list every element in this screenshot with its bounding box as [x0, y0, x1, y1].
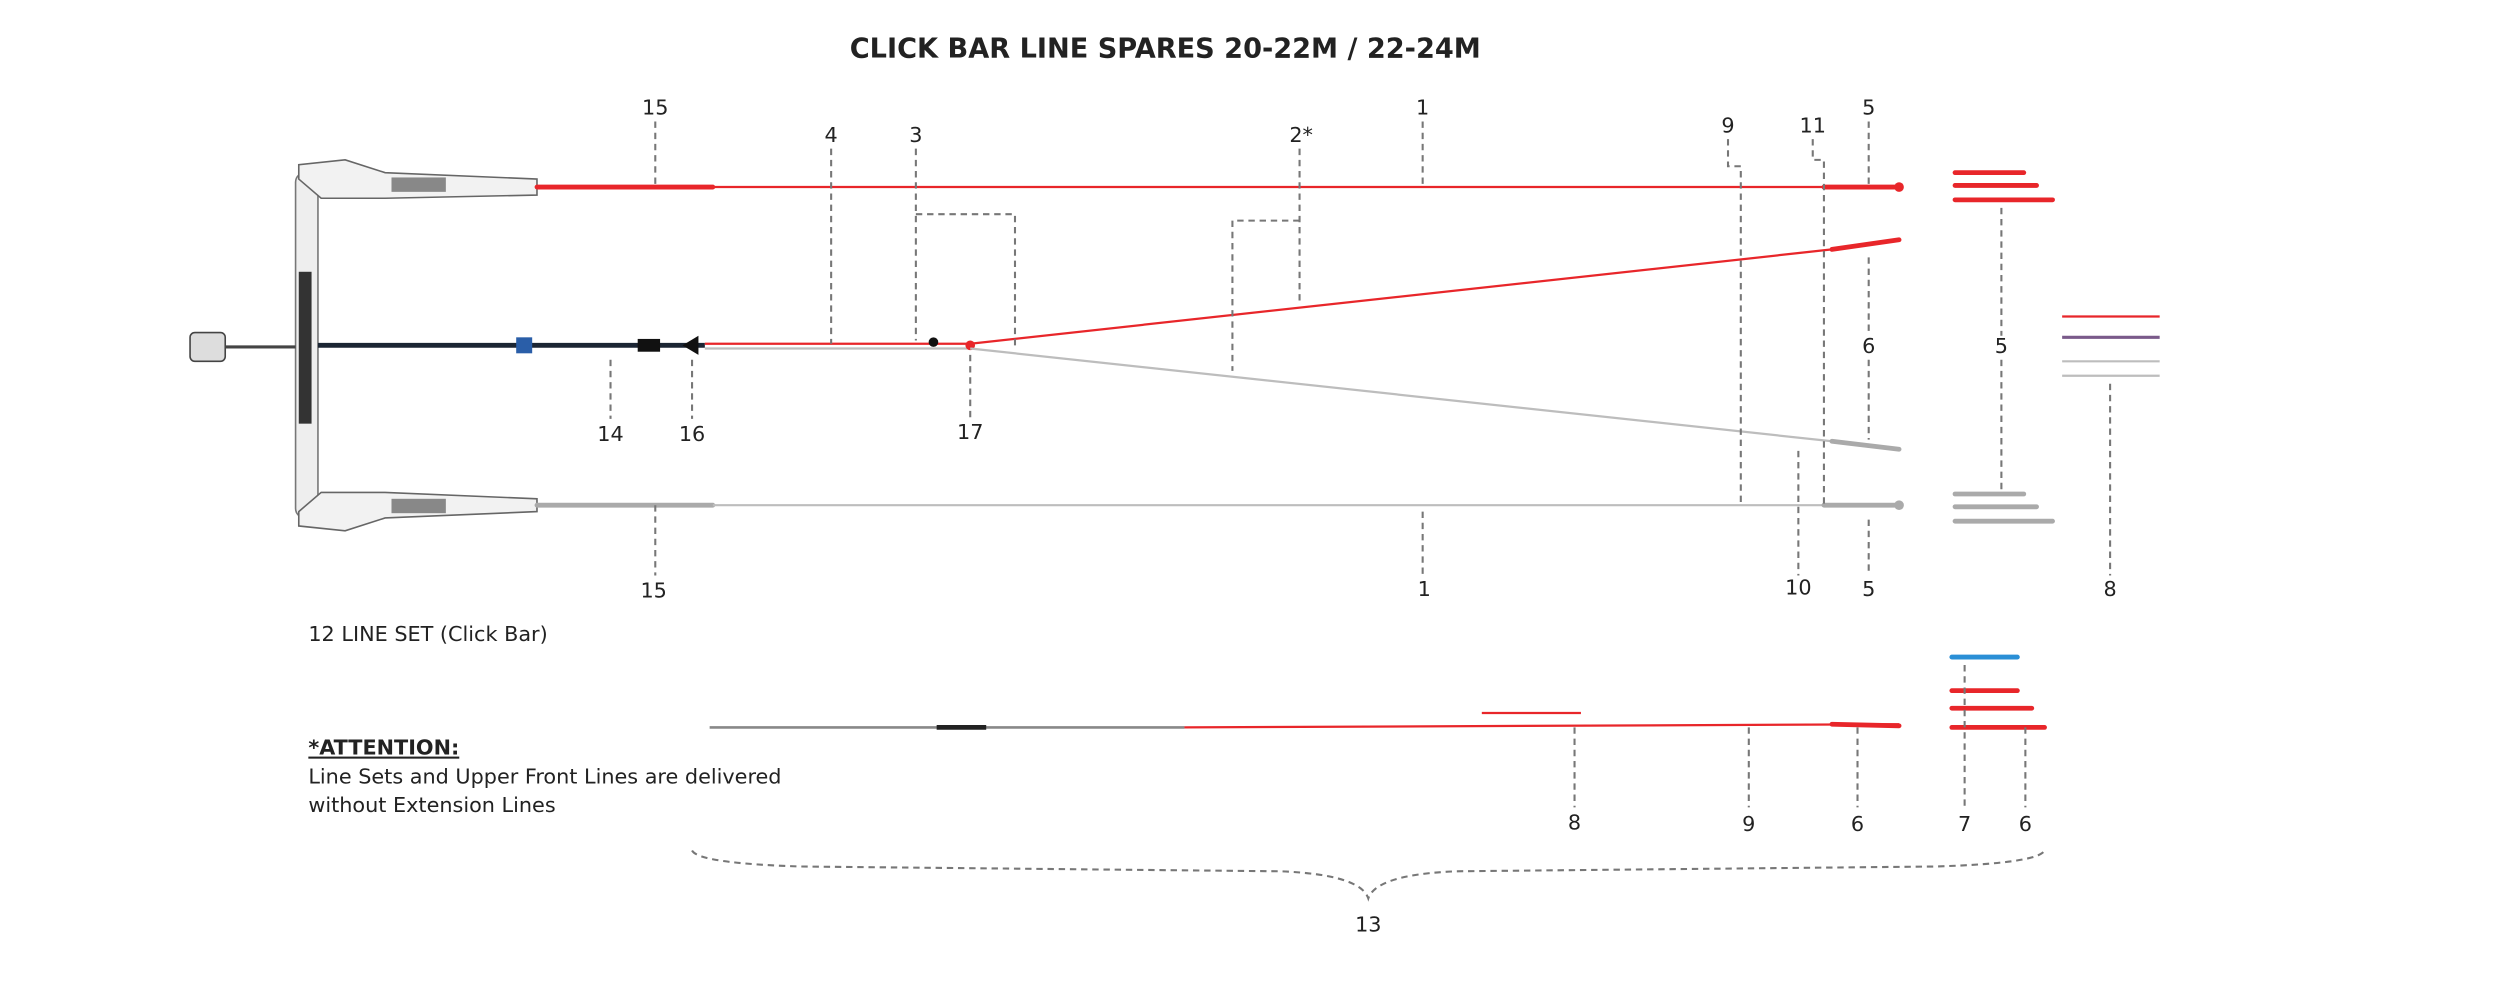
callout-number: 5 — [1862, 96, 1875, 120]
callout-number: 1 — [1418, 577, 1431, 601]
bar-drawing — [189, 121, 2160, 902]
callout-number: 7 — [1958, 812, 1971, 836]
callout-number: 6 — [1862, 334, 1875, 358]
callout-number: 9 — [1742, 812, 1755, 836]
title: CLICK BAR LINE SPARES 20-22M / 22-24M — [850, 34, 1481, 65]
attention-heading: *ATTENTION: — [308, 736, 459, 760]
callout-number: 2* — [1289, 123, 1313, 147]
callout-number: 6 — [2019, 812, 2032, 836]
callout-number: 6 — [1851, 812, 1864, 836]
attention-line: without Extension Lines — [308, 793, 555, 817]
callout-number: 3 — [909, 123, 922, 147]
line-set-label: 12 LINE SET (Click Bar) — [308, 622, 547, 646]
callout-number: 17 — [957, 420, 983, 444]
callout-number: 5 — [1862, 577, 1875, 601]
callout-number: 13 — [1355, 913, 1381, 937]
callout-number: 9 — [1721, 113, 1734, 137]
callout-number: 16 — [679, 422, 705, 446]
callout-number: 5 — [1995, 334, 2008, 358]
callout-number: 14 — [597, 422, 623, 446]
callout-number: 10 — [1785, 575, 1811, 599]
callout-number: 11 — [1800, 113, 1826, 137]
callout-number: 4 — [825, 123, 838, 147]
callout-number: 15 — [642, 96, 668, 120]
callout-number: 15 — [640, 579, 666, 603]
callouts: 15 4 3 2* 1 9 11 5 6 5 14 16 17 15 1 10 5 8 8 9 6 7 6 13 — [597, 96, 2116, 937]
callout-number: 1 — [1416, 96, 1429, 120]
callout-number: 8 — [1568, 810, 1581, 834]
attention-line: Line Sets and Upper Front Lines are deli… — [308, 764, 781, 788]
callout-number: 8 — [2103, 577, 2116, 601]
